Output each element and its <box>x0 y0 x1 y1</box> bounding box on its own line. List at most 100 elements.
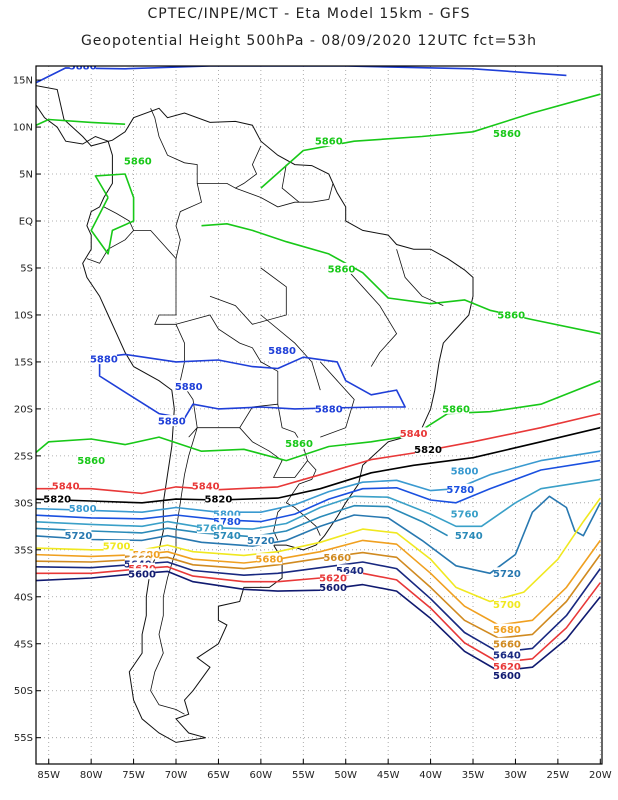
contour-label: 5840 <box>52 481 80 492</box>
contour-label: 5860 <box>124 156 152 167</box>
political-border <box>396 249 444 306</box>
contour-labels: 5880 5860 5860 5860 5860 5860 5880 5880 5880 5880… <box>43 62 525 682</box>
political-border <box>260 314 321 391</box>
contour-label: 5680 <box>493 625 521 636</box>
contour-label: 5700 <box>493 600 521 611</box>
contour-5860 <box>201 223 601 335</box>
contour-label-bg <box>247 534 274 546</box>
contour-label: 5760 <box>196 524 224 535</box>
lon-tick-label: 85W <box>37 770 60 781</box>
contour-label-bg <box>192 479 219 491</box>
map-title-line-2: Geopotential Height 500hPa - 08/09/2020 … <box>80 33 538 49</box>
contour-label: 5880 <box>69 62 97 73</box>
political-border <box>133 230 185 391</box>
contour-label-bg <box>415 443 442 455</box>
contour-label-bg <box>44 493 71 505</box>
lat-tick-label: 30S <box>14 498 33 509</box>
contour-label: 5720 <box>65 531 93 542</box>
political-border <box>345 267 398 367</box>
lat-tick-label: 25S <box>14 451 33 462</box>
contour-label: 5880 <box>175 382 203 393</box>
contour-label-bg <box>493 669 520 681</box>
contour-label-bg <box>498 308 525 320</box>
lat-tick-label: 5S <box>20 263 33 274</box>
axis-ticks: 15N 10N 5N EQ 5S 10S 15S 20S 25S 30S 35S 40S 45S 50S 5… <box>13 76 612 781</box>
contour-label: 5860 <box>442 404 470 415</box>
contour-5740 <box>36 504 448 538</box>
lon-tick-label: 35W <box>462 770 485 781</box>
contour-label: 5600 <box>319 583 347 594</box>
contour-label: 5880 <box>315 404 343 415</box>
political-border <box>235 183 334 208</box>
contour-label-bg <box>447 483 474 495</box>
contour-5820 <box>36 426 601 504</box>
contour-label: 5600 <box>493 671 521 682</box>
contour-label-bg <box>493 637 520 649</box>
contour-label-bg <box>493 127 520 139</box>
contour-label: 5840 <box>400 429 428 440</box>
contour-label-bg <box>256 553 283 565</box>
contour-label-bg <box>400 427 427 439</box>
contour-label-bg <box>205 493 232 505</box>
contour-label-bg <box>213 508 240 520</box>
contour-label: 5800 <box>69 504 97 515</box>
contour-label-bg <box>158 415 185 427</box>
contour-label: 5620 <box>493 662 521 673</box>
contour-label-bg <box>493 567 520 579</box>
political-border <box>239 427 308 478</box>
contour-label: 5780 <box>446 485 474 496</box>
lon-tick-label: 50W <box>334 770 357 781</box>
contour-label: 5600 <box>128 570 156 581</box>
lon-tick-label: 20W <box>589 770 612 781</box>
contour-label: 5640 <box>493 651 521 662</box>
political-border <box>175 314 321 536</box>
contour-label: 5660 <box>493 639 521 650</box>
contour-label-bg <box>90 353 117 365</box>
contour-label-bg <box>455 529 482 541</box>
political-border <box>281 164 300 203</box>
contour-5860 <box>36 379 601 462</box>
map-title-line-1: CPTEC/INPE/MCT - Eta Model 15km - GFS <box>147 6 471 22</box>
contour-label: 5820 <box>205 495 233 506</box>
lat-tick-label: 20S <box>14 404 33 415</box>
lat-tick-label: 10N <box>13 123 33 134</box>
contour-5760 <box>36 478 601 530</box>
political-border <box>150 427 198 715</box>
contour-label-bg <box>493 598 520 610</box>
contour-5780 <box>36 459 601 523</box>
contour-label-bg <box>324 551 351 563</box>
contour-label-bg <box>451 464 478 476</box>
political-border <box>320 361 355 438</box>
contour-label: 5840 <box>192 481 220 492</box>
lon-tick-label: 45W <box>377 770 400 781</box>
contour-label-bg <box>69 66 96 71</box>
lon-tick-label: 55W <box>292 770 315 781</box>
contour-label: 5860 <box>315 137 343 148</box>
lat-tick-label: 10S <box>14 310 33 321</box>
contour-label-bg <box>103 540 130 552</box>
contour-label-bg <box>124 154 151 166</box>
contour-label: 5760 <box>451 510 479 521</box>
contour-label-bg <box>443 402 470 414</box>
contour-label: 5800 <box>451 466 479 477</box>
contour-label: 5800 <box>213 510 241 521</box>
contour-label: 5860 <box>493 129 521 140</box>
contour-label-bg <box>493 660 520 672</box>
contour-label-bg <box>78 454 105 466</box>
contour-label-bg <box>336 564 363 576</box>
contour-label-bg <box>213 529 240 541</box>
contour-label: 5860 <box>285 439 313 450</box>
lat-tick-label: 5N <box>19 170 33 181</box>
contour-label-bg <box>175 380 202 392</box>
contour-label: 5700 <box>103 542 131 553</box>
contour-label-bg <box>286 437 313 449</box>
contour-label: 5860 <box>328 264 356 275</box>
contour-5700 <box>36 497 601 603</box>
lat-tick-label: 15N <box>13 76 33 87</box>
contour-label: 5780 <box>213 517 241 528</box>
contour-label: 5640 <box>336 566 364 577</box>
contour-label: 5820 <box>414 445 442 456</box>
contour-label-bg <box>213 515 240 527</box>
lat-lon-grid <box>36 66 602 764</box>
